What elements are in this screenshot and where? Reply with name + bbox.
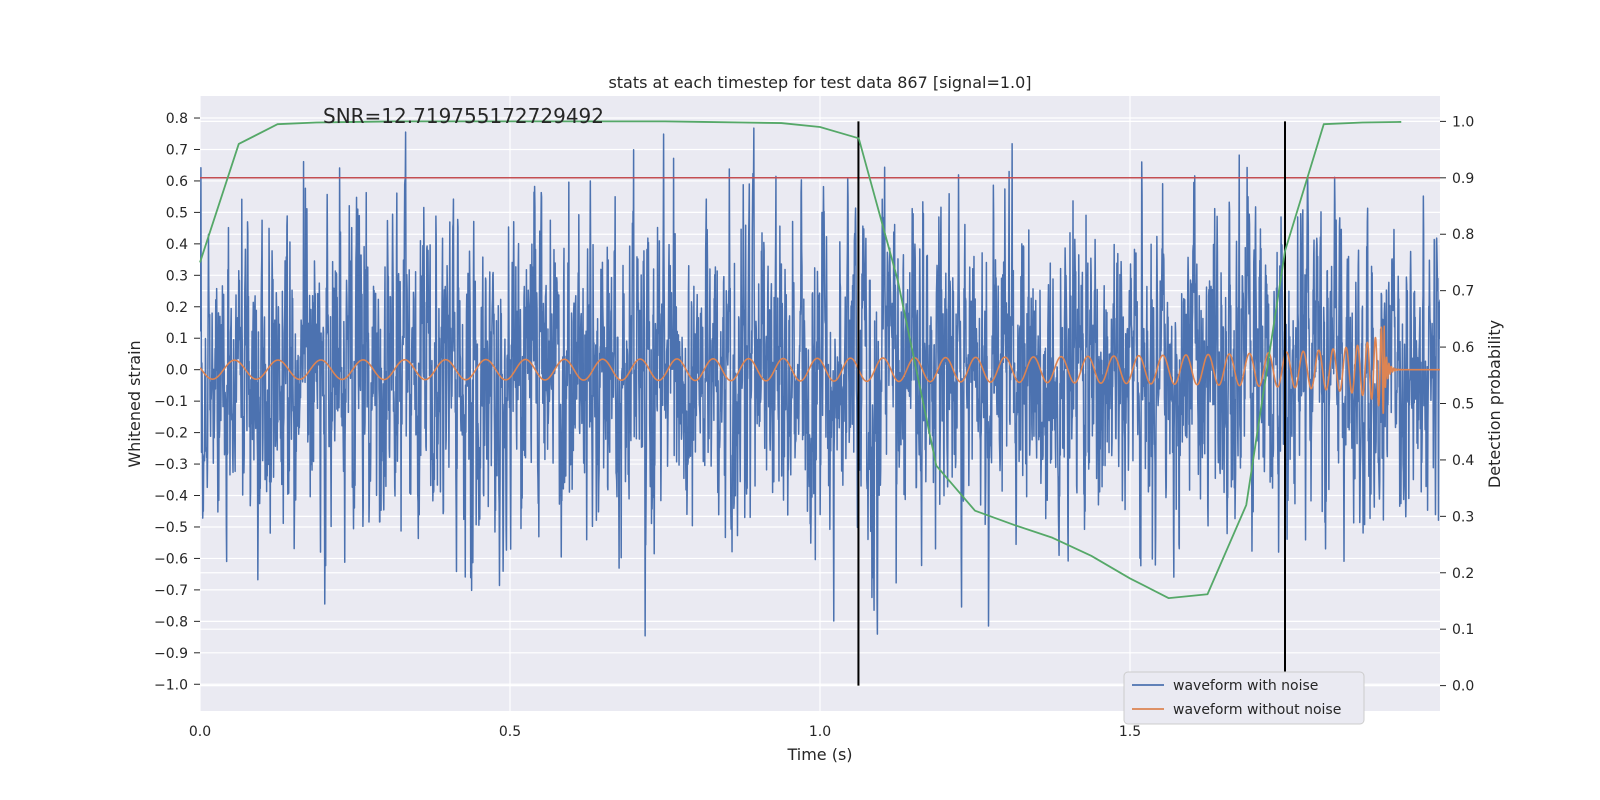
x-tick-label: 0.5	[499, 724, 521, 740]
y-tick-label: −0.1	[154, 394, 188, 410]
y-tick-label: 0.6	[166, 174, 188, 190]
chart-title: stats at each timestep for test data 867…	[608, 73, 1031, 92]
y-tick-label: 0.4	[166, 237, 188, 253]
y-axis-label: Whitened strain	[125, 340, 144, 467]
y2-tick-label: 0.0	[1452, 679, 1474, 695]
y2-tick-label: 0.2	[1452, 566, 1474, 582]
legend-label-waveform-with-noise: waveform with noise	[1173, 678, 1318, 694]
y2-tick-label: 0.8	[1452, 227, 1474, 243]
y-tick-label: −0.2	[154, 426, 188, 442]
y-tick-label: −0.4	[154, 489, 188, 505]
y2-tick-label: 0.4	[1452, 453, 1474, 469]
y2-tick-label: 0.7	[1452, 284, 1474, 300]
y2-tick-label: 0.3	[1452, 509, 1474, 525]
snr-annotation: SNR=12.719755172729492	[323, 104, 604, 128]
legend-label-waveform-without-noise: waveform without noise	[1173, 702, 1341, 718]
y-tick-label: 0.5	[166, 205, 188, 221]
y-tick-label: −1.0	[154, 677, 188, 693]
x-tick-label: 1.5	[1119, 724, 1141, 740]
series-line-detection-probability	[199, 120, 1402, 600]
y2-tick-label: 0.5	[1452, 397, 1474, 413]
x-axis-ticks: 0.0 0.5 1.0 1.5	[189, 724, 1141, 740]
y2-axis-label: Detection probability	[1485, 320, 1504, 488]
y-tick-label: −0.3	[154, 457, 188, 473]
vertical-markers	[857, 121, 1286, 686]
y2-tick-label: 0.6	[1452, 340, 1474, 356]
x-axis-label: Time (s)	[786, 745, 852, 764]
y2-tick-label: 0.1	[1452, 622, 1474, 638]
legend: waveform with noise waveform without noi…	[1123, 671, 1365, 725]
y-tick-label: 0.1	[166, 331, 188, 347]
series-line-waveform-with-noise	[200, 127, 1440, 637]
x-tick-label: 1.0	[809, 724, 831, 740]
y-tick-label: −0.5	[154, 520, 188, 536]
y-axis-ticks: 0.8 0.7 0.6 0.5 0.4 0.3 0.2 0.1 0.0 −0.1 −0.2 −0.3 −…	[154, 111, 200, 693]
y-tick-label: −0.7	[154, 583, 188, 599]
y-tick-label: 0.0	[166, 363, 188, 379]
y2-axis-ticks: 1.0 0.9 0.8 0.7 0.6 0.5 0.4 0.3 0.2 0.1 0.0	[1440, 114, 1474, 695]
x-tick-label: 0.0	[189, 724, 211, 740]
legend-box	[1123, 671, 1365, 725]
series-line-waveform-without-noise	[200, 325, 1440, 414]
y2-tick-label: 0.9	[1452, 171, 1474, 187]
y-tick-label: 0.7	[166, 142, 188, 158]
y-tick-label: −0.6	[154, 551, 188, 567]
y-tick-label: −0.9	[154, 646, 188, 662]
y-tick-label: 0.2	[166, 300, 188, 316]
y-tick-label: 0.8	[166, 111, 188, 127]
y2-tick-label: 1.0	[1452, 114, 1474, 130]
y-tick-label: 0.3	[166, 268, 188, 284]
y-tick-label: −0.8	[154, 614, 188, 630]
